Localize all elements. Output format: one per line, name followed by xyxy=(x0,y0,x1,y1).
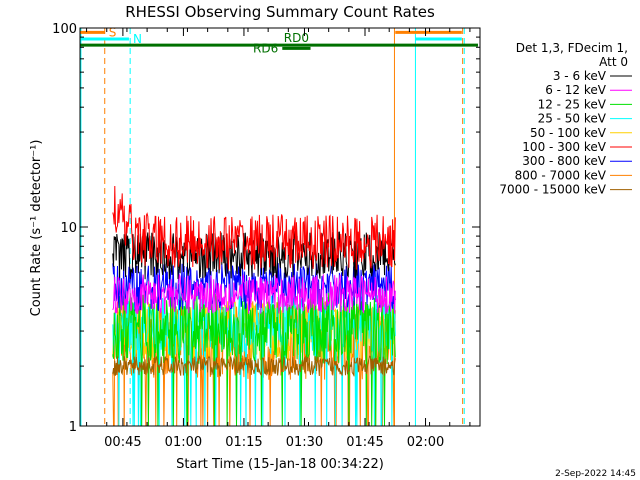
series-trace-5 xyxy=(112,185,396,270)
y-tick-label-1: 10 xyxy=(60,221,77,236)
legend-label-2: 12 - 25 keV xyxy=(538,97,607,111)
legend-header-line-2: Att 0 xyxy=(599,55,628,69)
legend-label-4: 50 - 100 keV xyxy=(530,126,607,140)
series-trace-2 xyxy=(112,292,396,427)
legend-label-0: 3 - 6 keV xyxy=(553,69,607,83)
flag-label-3: RD6 xyxy=(253,41,278,55)
legend-label-7: 800 - 7000 keV xyxy=(515,168,607,182)
flag-label-1: N xyxy=(133,32,142,46)
x-tick-label-3: 01:30 xyxy=(286,435,323,450)
chart-title: RHESSI Observing Summary Count Rates xyxy=(125,3,435,21)
x-tick-label-0: 00:45 xyxy=(104,435,141,450)
series-trace-1 xyxy=(112,274,396,315)
series-trace-8 xyxy=(112,354,396,377)
y-axis-ticks: 1 10 100 xyxy=(52,22,480,435)
x-axis-ticks: 00:45 01:00 01:15 01:30 01:45 02:00 xyxy=(86,28,471,450)
y-tick-label-0: 1 xyxy=(69,420,77,435)
x-tick-label-2: 01:15 xyxy=(225,435,262,450)
x-tick-label-5: 02:00 xyxy=(407,435,444,450)
y-axis-label: Count Rate (s⁻¹ detector⁻¹) xyxy=(29,140,44,317)
footer-date: 2-Sep-2022 14:45 xyxy=(555,469,636,479)
legend-header-line-1: Det 1,3, FDecim 1, xyxy=(516,41,628,55)
series-group xyxy=(112,185,396,427)
flag-label-0: S xyxy=(109,25,117,39)
legend-label-8: 7000 - 15000 keV xyxy=(499,183,606,197)
x-tick-label-4: 01:45 xyxy=(346,435,383,450)
legend-label-6: 300 - 800 keV xyxy=(522,154,606,168)
series-trace-6 xyxy=(112,262,396,312)
legend-label-3: 25 - 50 keV xyxy=(538,112,607,126)
flag-label-2: RD0 xyxy=(284,31,309,45)
x-axis-label: Start Time (15-Jan-18 00:34:22) xyxy=(176,457,384,472)
legend-label-1: 6 - 12 keV xyxy=(545,83,607,97)
legend-label-5: 100 - 300 keV xyxy=(522,140,606,154)
y-tick-label-2: 100 xyxy=(52,22,77,37)
flag-lines: S N RD0 RD6 xyxy=(80,25,478,55)
x-tick-label-1: 01:00 xyxy=(165,435,202,450)
